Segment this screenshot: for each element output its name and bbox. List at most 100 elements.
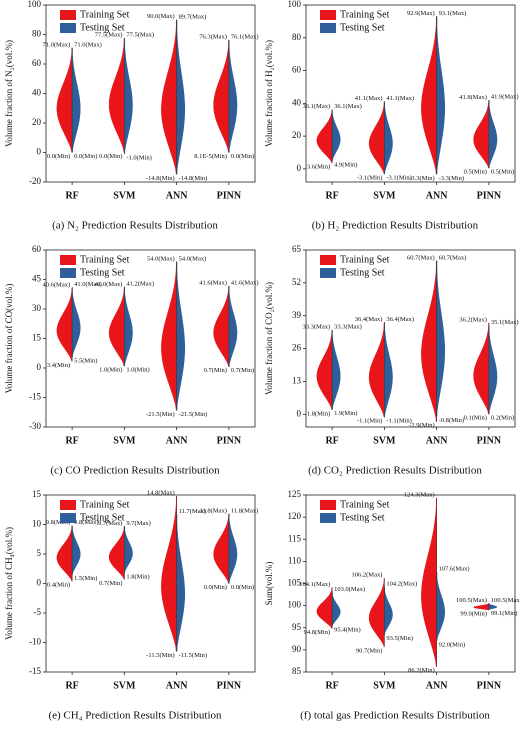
min-label: -3.3(Min) xyxy=(409,175,434,182)
max-label: 104.1(Max) xyxy=(299,581,330,588)
min-label: -21.5(Min) xyxy=(146,411,175,418)
y-tick-label: 60 xyxy=(32,58,42,68)
caption: (d) CO₂ Prediction Results Distribution xyxy=(308,465,482,477)
violin-half xyxy=(316,109,333,164)
max-label: 9.7(Max) xyxy=(98,520,122,527)
legend-label: Testing Set xyxy=(80,267,125,278)
x-tick-label: SVM xyxy=(373,680,396,691)
x-tick-label: SVM xyxy=(113,680,136,691)
max-label: 33.3(Max) xyxy=(334,324,362,331)
y-tick-label: -30 xyxy=(29,421,41,431)
violin-half xyxy=(71,287,81,358)
caption: (a) N₂ Prediction Results Distribution xyxy=(52,220,218,232)
max-label: 41.6(Max) xyxy=(231,280,259,287)
violin-half xyxy=(124,37,133,155)
violin-half xyxy=(176,19,186,175)
plot-frame xyxy=(305,4,516,183)
x-tick-label: RF xyxy=(325,435,338,446)
y-tick-label: -5 xyxy=(34,607,42,617)
y-tick-label: 120 xyxy=(288,511,302,521)
legend-swatch xyxy=(320,268,336,278)
violin-half xyxy=(368,577,385,648)
legend-label: Testing Set xyxy=(80,22,125,33)
legend-swatch xyxy=(60,500,76,510)
violin-half xyxy=(71,525,81,575)
min-label: -14.8(Min) xyxy=(146,175,175,182)
violin-half xyxy=(436,16,446,175)
min-label: 0.2(Min) xyxy=(491,414,514,421)
max-label: 71.0(Max) xyxy=(43,41,71,48)
max-label: 107.6(Max) xyxy=(439,565,470,572)
y-tick-label: 39 xyxy=(292,310,302,320)
legend-label: Testing Set xyxy=(340,22,385,33)
max-label: 41.6(Max) xyxy=(199,280,227,287)
y-tick-label: 52 xyxy=(292,277,301,287)
violin-half xyxy=(213,513,230,584)
max-label: 76.3(Max) xyxy=(199,33,227,40)
min-label: 5.5(Min) xyxy=(74,358,97,365)
min-label: -3.1(Min) xyxy=(357,174,382,181)
y-tick-label: 60 xyxy=(292,65,302,75)
min-label: -11.5(Min) xyxy=(146,652,174,659)
min-label: 0.0(Min) xyxy=(99,153,122,160)
max-label: 104.2(Max) xyxy=(386,581,417,588)
y-tick-label: 85 xyxy=(292,666,302,676)
y-tick-label: -20 xyxy=(29,176,41,186)
y-axis-label: Volume fraction of N₂(vol.%) xyxy=(4,40,14,147)
min-label: 0.7(Min) xyxy=(99,580,122,587)
y-tick-label: 95 xyxy=(292,622,302,632)
violin-half xyxy=(56,525,73,582)
violin-half xyxy=(124,526,133,574)
y-tick-label: 13 xyxy=(292,376,302,386)
min-label: 3.6(Min) xyxy=(307,163,330,170)
y-tick-label: 10 xyxy=(32,519,42,529)
y-tick-label: 125 xyxy=(288,489,302,499)
min-label: -11.5(Min) xyxy=(179,652,207,659)
y-tick-label: 15 xyxy=(32,333,42,343)
x-tick-label: ANN xyxy=(166,680,188,691)
legend-label: Training Set xyxy=(80,254,130,265)
legend-label: Testing Set xyxy=(340,267,385,278)
violin-half xyxy=(488,99,498,169)
min-label: 4.9(Min) xyxy=(334,161,357,168)
y-tick-label: 115 xyxy=(288,533,302,543)
y-tick-label: 0 xyxy=(37,362,42,372)
max-label: 54.0(Max) xyxy=(179,255,207,262)
panel: 0 13 26 39 52 65 Volume fraction of CO₂(vol.%)… xyxy=(264,244,518,476)
x-tick-label: PINN xyxy=(477,435,502,446)
min-label: 1.0(Min) xyxy=(126,367,149,374)
panel: 0 20 40 60 80 100 Volume fraction of H₂(vol.%)… xyxy=(264,0,518,232)
x-tick-label: PINN xyxy=(217,435,242,446)
violin-half xyxy=(56,287,73,362)
min-label: 8.1E-5(Min) xyxy=(194,153,227,160)
min-label: 0.7(Min) xyxy=(231,367,254,374)
x-tick-label: PINN xyxy=(217,190,242,201)
min-label: 0.0(Min) xyxy=(204,584,227,591)
y-tick-label: 0 xyxy=(297,408,302,418)
min-label: 95.4(Min) xyxy=(334,626,361,633)
violin-half xyxy=(368,322,385,418)
violin-half xyxy=(331,109,341,162)
violin-half xyxy=(228,40,238,153)
min-label: 0.0(Min) xyxy=(231,153,254,160)
violin-half xyxy=(213,39,230,153)
violin-half xyxy=(421,260,437,422)
min-label: -3.1(Min) xyxy=(386,174,411,181)
legend-swatch xyxy=(320,10,336,20)
caption: (c) CO Prediction Results Distribution xyxy=(50,465,220,477)
min-label: 1.9(Min) xyxy=(334,410,357,417)
max-label: 11.8(Max) xyxy=(231,507,258,514)
min-label: 99.0(Min) xyxy=(460,611,487,618)
max-label: 41.8(Max) xyxy=(459,94,487,101)
violin-half xyxy=(436,260,446,417)
y-tick-label: 20 xyxy=(292,130,302,140)
y-tick-label: 100 xyxy=(288,0,302,9)
x-tick-label: PINN xyxy=(477,680,502,691)
x-tick-label: PINN xyxy=(477,190,502,201)
x-tick-label: RF xyxy=(325,680,338,691)
violin-half xyxy=(488,325,498,415)
min-label: 0.1(Min) xyxy=(464,415,487,422)
min-label: -2.9(Min) xyxy=(409,422,434,429)
max-label: 40.6(Max) xyxy=(43,282,71,289)
violin-half xyxy=(213,285,230,367)
